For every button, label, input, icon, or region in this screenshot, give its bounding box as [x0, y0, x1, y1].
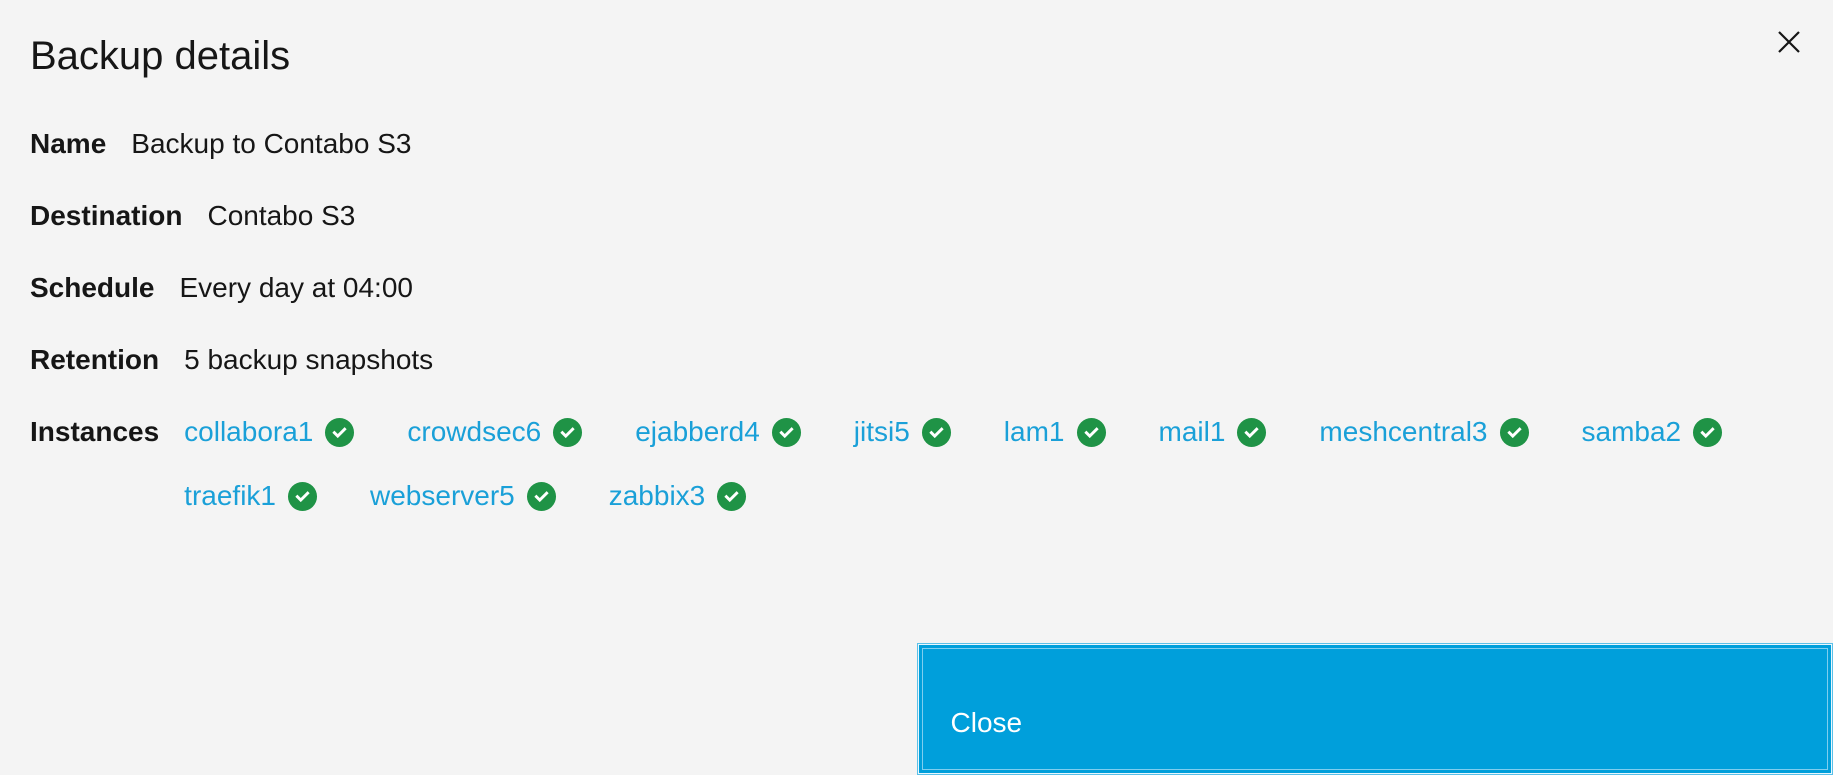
instance-link[interactable]: mail1 [1159, 414, 1226, 450]
instance-item: zabbix3 [609, 478, 748, 514]
modal-title: Backup details [30, 34, 290, 78]
checkmark-filled-icon [526, 481, 557, 512]
instance-link[interactable]: zabbix3 [609, 478, 706, 514]
instance-item: traefik1 [184, 478, 318, 514]
field-label: Schedule [30, 270, 154, 306]
field-row-schedule: Schedule Every day at 04:00 [30, 270, 1803, 306]
checkmark-filled-icon [1236, 417, 1267, 448]
field-label: Retention [30, 342, 159, 378]
modal-body: Name Backup to Contabo S3 Destination Co… [30, 126, 1803, 514]
checkmark-filled-icon [921, 417, 952, 448]
checkmark-filled-icon [324, 417, 355, 448]
instance-item: webserver5 [370, 478, 557, 514]
instance-link[interactable]: meshcentral3 [1319, 414, 1487, 450]
instance-item: collabora1 [184, 414, 355, 450]
checkmark-filled-icon [1692, 417, 1723, 448]
field-row-retention: Retention 5 backup snapshots [30, 342, 1803, 378]
close-icon [1776, 29, 1802, 55]
field-label: Name [30, 126, 106, 162]
field-row-destination: Destination Contabo S3 [30, 198, 1803, 234]
instance-link[interactable]: webserver5 [370, 478, 515, 514]
field-value: Every day at 04:00 [179, 270, 412, 306]
field-row-name: Name Backup to Contabo S3 [30, 126, 1803, 162]
instance-link[interactable]: collabora1 [184, 414, 313, 450]
instance-link[interactable]: ejabberd4 [635, 414, 760, 450]
modal-close-button[interactable] [1765, 18, 1813, 66]
instance-item: lam1 [1004, 414, 1107, 450]
instance-item: ejabberd4 [635, 414, 802, 450]
field-value: Backup to Contabo S3 [131, 126, 411, 162]
field-value: Contabo S3 [207, 198, 355, 234]
field-label: Instances [30, 414, 159, 450]
instance-item: mail1 [1159, 414, 1268, 450]
instance-link[interactable]: crowdsec6 [407, 414, 541, 450]
checkmark-filled-icon [287, 481, 318, 512]
instance-item: samba2 [1582, 414, 1724, 450]
instances-list: collabora1 crowdsec6 ejabberd4 jitsi5 [184, 414, 1803, 514]
instance-item: meshcentral3 [1319, 414, 1529, 450]
instance-item: crowdsec6 [407, 414, 583, 450]
instance-link[interactable]: jitsi5 [854, 414, 910, 450]
instance-link[interactable]: traefik1 [184, 478, 276, 514]
field-row-instances: Instances collabora1 crowdsec6 ejabberd4 [30, 414, 1803, 514]
checkmark-filled-icon [552, 417, 583, 448]
checkmark-filled-icon [1076, 417, 1107, 448]
checkmark-filled-icon [771, 417, 802, 448]
field-label: Destination [30, 198, 182, 234]
checkmark-filled-icon [716, 481, 747, 512]
instance-link[interactable]: lam1 [1004, 414, 1065, 450]
field-value: 5 backup snapshots [184, 342, 433, 378]
checkmark-filled-icon [1499, 417, 1530, 448]
instance-link[interactable]: samba2 [1582, 414, 1682, 450]
close-button[interactable]: Close [917, 643, 1833, 775]
instance-item: jitsi5 [854, 414, 952, 450]
